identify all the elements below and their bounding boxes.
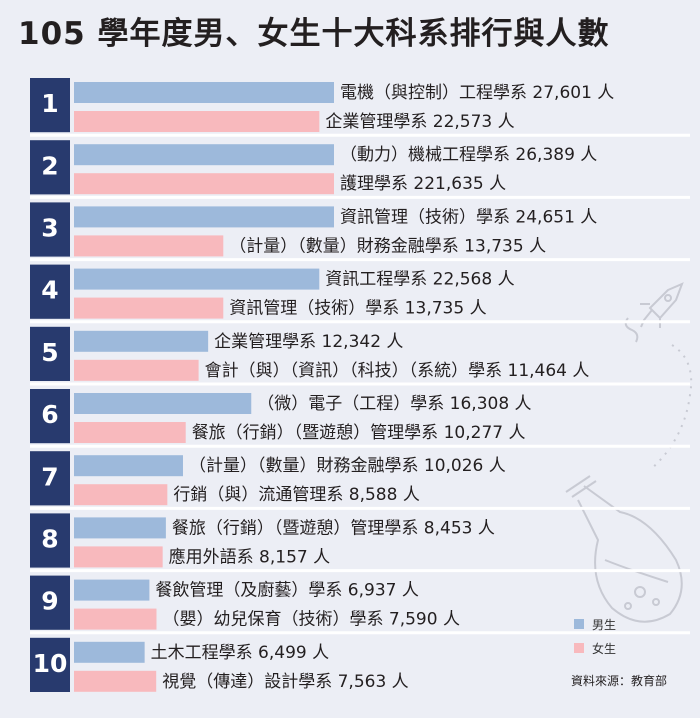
bar-female xyxy=(74,670,157,692)
rank-number: 9 xyxy=(41,587,58,616)
source-note: 資料來源：教育部 xyxy=(571,674,668,688)
bar-label-female: 企業管理學系 22,573 人 xyxy=(325,112,514,132)
bar-label-female: 視覺（傳達）設計學系 7,563 人 xyxy=(162,672,408,692)
bar-female xyxy=(74,297,224,319)
bar-female xyxy=(74,422,186,443)
dotted-orbit-icon xyxy=(649,344,693,471)
rank-box xyxy=(30,637,70,692)
bar-female xyxy=(74,173,334,195)
bar-label-male: 資訊工程學系 22,568 人 xyxy=(325,270,514,290)
bar-female xyxy=(74,111,320,132)
bar-label-female: 資訊管理（技術）學系 13,735 人 xyxy=(229,299,486,319)
rank-number: 6 xyxy=(41,400,58,429)
bar-female xyxy=(74,546,163,568)
rank-box xyxy=(30,264,70,319)
rank-box xyxy=(30,451,70,506)
legend-item-male: 男生 xyxy=(574,612,616,636)
rank-number: 5 xyxy=(41,338,58,367)
rank-box xyxy=(30,140,70,195)
bar-male xyxy=(74,641,145,663)
bar-male xyxy=(74,579,150,601)
bar-male xyxy=(74,268,320,290)
rocket-icon xyxy=(624,282,684,343)
bar-male xyxy=(74,517,166,539)
bar-label-female: 會計（與）（資訊）（科技）（系統）學系 11,464 人 xyxy=(205,361,590,381)
bar-male xyxy=(74,393,252,414)
bar-male xyxy=(74,206,334,228)
page-title: 105 學年度男、女生十大科系排行與人數 xyxy=(18,16,610,52)
bar-male xyxy=(74,455,183,477)
bar-label-female: （嬰）幼兒保育（技術）學系 7,590 人 xyxy=(162,610,459,630)
bar-label-female: 行銷（與）流通管理系 8,588 人 xyxy=(173,485,419,505)
rank-box xyxy=(30,202,70,257)
bar-male xyxy=(74,82,334,103)
bar-male xyxy=(74,330,209,352)
bar-label-male: （動力）機械工程學系 26,389 人 xyxy=(340,145,597,165)
rank-box xyxy=(30,389,70,444)
bar-label-female: （計量）（數量）財務金融學系 13,735 人 xyxy=(229,236,546,256)
bar-label-male: 企業管理學系 12,342 人 xyxy=(214,332,403,352)
bar-label-female: 護理學系 221,635 人 xyxy=(340,174,506,194)
bar-label-male: 餐飲管理（及廚藝）學系 6,937 人 xyxy=(155,580,418,601)
bar-label-male: （計量）（數量）財務金融學系 10,026 人 xyxy=(189,456,506,476)
legend-swatch-male xyxy=(574,619,584,629)
rank-number: 7 xyxy=(41,462,58,491)
legend-label-male: 男生 xyxy=(592,617,617,632)
bar-label-male: 電機（與控制）工程學系 27,601 人 xyxy=(340,83,614,103)
bar-female xyxy=(74,608,157,630)
rank-number: 1 xyxy=(41,89,58,118)
bar-label-male: 餐旅（行銷）（暨遊憩）管理學系 8,453 人 xyxy=(172,518,495,538)
legend-label-female: 女生 xyxy=(592,641,617,656)
bar-female xyxy=(74,235,224,257)
legend: 男生 女生 xyxy=(574,612,616,660)
rank-number: 10 xyxy=(33,649,68,678)
bar-female xyxy=(74,484,168,506)
bar-female xyxy=(74,359,199,381)
rank-number: 2 xyxy=(41,151,58,180)
rank-number: 3 xyxy=(41,214,58,243)
bar-label-female: 應用外語系 8,157 人 xyxy=(169,546,330,567)
rank-box xyxy=(30,78,70,133)
bar-label-male: 資訊管理（技術）學系 24,651 人 xyxy=(340,207,597,227)
rank-number: 4 xyxy=(41,276,58,305)
rank-box xyxy=(30,575,70,630)
legend-swatch-female xyxy=(574,643,584,653)
bar-label-female: 餐旅（行銷）（暨遊憩）管理學系 10,277 人 xyxy=(192,423,526,443)
rank-box xyxy=(30,326,70,381)
bar-label-male: （微）電子（工程）學系 16,308 人 xyxy=(257,394,531,414)
flask-icon xyxy=(565,475,683,623)
rank-number: 8 xyxy=(41,525,58,554)
bar-label-male: 土木工程學系 6,499 人 xyxy=(151,643,329,663)
bar-male xyxy=(74,144,334,166)
legend-item-female: 女生 xyxy=(574,636,616,660)
rank-box xyxy=(30,513,70,568)
